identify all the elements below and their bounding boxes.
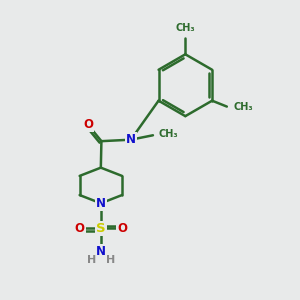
Text: O: O [117,222,127,235]
Text: N: N [96,245,106,258]
Text: O: O [83,118,93,131]
Text: S: S [96,222,106,235]
Text: N: N [96,197,106,210]
Text: N: N [126,133,136,146]
Text: CH₃: CH₃ [233,102,253,112]
Text: CH₃: CH₃ [176,23,195,33]
Text: H: H [106,254,115,265]
Text: O: O [75,222,85,235]
Text: CH₃: CH₃ [158,129,178,139]
Text: H: H [87,254,96,265]
